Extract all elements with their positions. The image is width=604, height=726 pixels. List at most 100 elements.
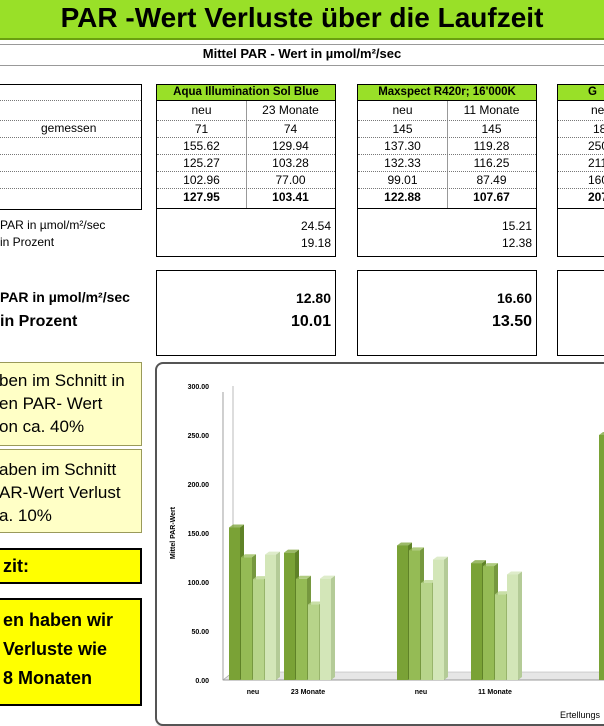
bar-top	[320, 575, 335, 579]
avg-box-maxspect: 16.60 13.50	[357, 270, 537, 356]
cell: 145	[481, 122, 502, 136]
row-divider	[558, 137, 604, 138]
bar-side	[276, 551, 280, 680]
row-divider	[157, 137, 335, 138]
row-divider	[0, 137, 141, 138]
label-diff-par: PAR in µmol/m²/sec	[0, 218, 106, 232]
diff-box-maxspect: 15.21 12.38	[357, 208, 537, 257]
note-box-2: aben im Schnitt AR-Wert Verlust a. 10%	[0, 449, 142, 533]
note-line: on ca. 40%	[0, 417, 85, 436]
cell: 160	[588, 173, 604, 187]
note-line: AR-Wert Verlust	[0, 483, 121, 502]
note-line: aben im Schnitt	[0, 460, 117, 479]
bar-top	[308, 601, 323, 605]
footer-text: Ertellungs	[560, 710, 601, 720]
col-header-new: ne	[591, 103, 604, 117]
cell-average: 207	[588, 190, 604, 204]
row-divider	[358, 120, 536, 121]
bar	[397, 545, 408, 680]
bar-top	[241, 554, 256, 558]
note-line: ben im Schnitt in	[0, 371, 125, 390]
cell: 137.30	[384, 139, 421, 153]
col-header-new: neu	[392, 103, 413, 117]
bar-partial	[599, 435, 604, 680]
cell: 250	[588, 139, 604, 153]
diff-par-value: 15.21	[501, 219, 532, 233]
bar-top	[433, 556, 448, 560]
cell: 103.28	[272, 156, 309, 170]
bar	[308, 604, 319, 680]
bar	[253, 579, 264, 680]
avg-box-third	[557, 270, 604, 356]
row-divider	[0, 120, 141, 121]
group-header: G	[558, 85, 604, 101]
bar-top	[495, 591, 510, 595]
bar-side	[518, 571, 522, 680]
bar	[433, 559, 444, 680]
avg-box-aqua: 12.80 10.01	[156, 270, 336, 356]
bar	[320, 578, 331, 680]
bar-top	[265, 551, 280, 555]
diff-box-aqua: 24.54 19.18	[156, 208, 336, 257]
label-avg-par: PAR in µmol/m²/sec	[0, 289, 130, 305]
fazit-box: zit:	[0, 548, 142, 584]
row-divider	[358, 137, 536, 138]
avg-pct-value: 13.50	[491, 313, 532, 330]
cell-average: 127.95	[183, 190, 220, 204]
page-title: PAR -Wert Verluste über die Laufzeit	[60, 2, 544, 33]
conclusion-box: en haben wir Verluste wie 8 Monaten	[0, 598, 142, 706]
bar-chart: 0.00 50.00 100.00 150.00 200.00 250.00 300.00 M…	[170, 384, 604, 696]
row-divider	[558, 120, 604, 121]
row-divider	[558, 154, 604, 155]
cell-average: 107.67	[473, 190, 510, 204]
y-tick-label: 100.00	[188, 580, 210, 587]
group-header: Aqua Illumination Sol Blue	[157, 85, 335, 101]
x-tick-label: 23 Monate	[291, 689, 325, 696]
bar-top	[483, 563, 498, 567]
bar-top	[409, 547, 424, 551]
col-header-age: 23 Monate	[262, 103, 319, 117]
bar-top	[471, 560, 486, 564]
chart-frame: 0.00 50.00 100.00 150.00 200.00 250.00 300.00 M…	[155, 362, 604, 726]
y-tick-label: 300.00	[188, 384, 210, 391]
bar-top	[507, 571, 522, 575]
cell: 71	[194, 122, 209, 136]
cell: 99.01	[387, 173, 418, 187]
diff-box-third	[557, 208, 604, 257]
bar-top	[296, 575, 311, 579]
y-tick-label: 150.00	[188, 531, 210, 538]
cell: 116.25	[473, 156, 510, 170]
cell: 145	[392, 122, 413, 136]
x-tick-label: neu	[247, 689, 259, 696]
subtitle: Mittel PAR - Wert in µmol/m²/sec	[0, 44, 604, 66]
row-divider	[0, 154, 141, 155]
cell: 125.27	[183, 156, 220, 170]
note-box-1: ben im Schnitt in en PAR- Wert on ca. 40…	[0, 362, 142, 446]
cell: 102.96	[183, 173, 220, 187]
bar	[483, 566, 494, 680]
cell: 211	[588, 156, 604, 170]
bar-side	[444, 556, 448, 680]
conclusion-line: en haben wir	[3, 610, 114, 630]
conclusion-line: Verluste wie	[3, 639, 108, 659]
row-divider	[157, 171, 335, 172]
note-line: en PAR- Wert	[0, 394, 103, 413]
bar	[409, 550, 420, 680]
diff-pct-value: 12.38	[501, 236, 532, 250]
bar	[229, 527, 240, 680]
bar	[507, 574, 518, 680]
cell: 119.28	[473, 139, 510, 153]
group-header: Maxspect R420r; 16'000K	[358, 85, 536, 101]
column-divider	[246, 101, 247, 209]
row-divider	[157, 188, 335, 189]
avg-pct-value: 10.01	[290, 313, 331, 330]
bar-top	[229, 524, 244, 528]
cell: 74	[283, 122, 298, 136]
y-tick-label: 250.00	[188, 433, 210, 440]
row-divider	[157, 154, 335, 155]
row-divider	[0, 171, 141, 172]
conclusion-line: 8 Monaten	[3, 668, 93, 688]
bar	[241, 557, 252, 680]
bar-top	[253, 576, 268, 580]
label-diff-pct: in Prozent	[0, 235, 55, 249]
